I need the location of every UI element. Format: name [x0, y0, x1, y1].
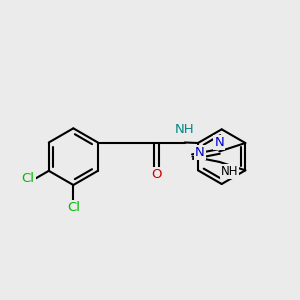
- Text: N: N: [195, 146, 205, 159]
- Text: NH: NH: [175, 123, 194, 136]
- Text: O: O: [151, 168, 161, 181]
- Text: Cl: Cl: [67, 201, 80, 214]
- Text: N: N: [214, 136, 224, 148]
- Text: Cl: Cl: [22, 172, 34, 185]
- Text: NH: NH: [220, 165, 238, 178]
